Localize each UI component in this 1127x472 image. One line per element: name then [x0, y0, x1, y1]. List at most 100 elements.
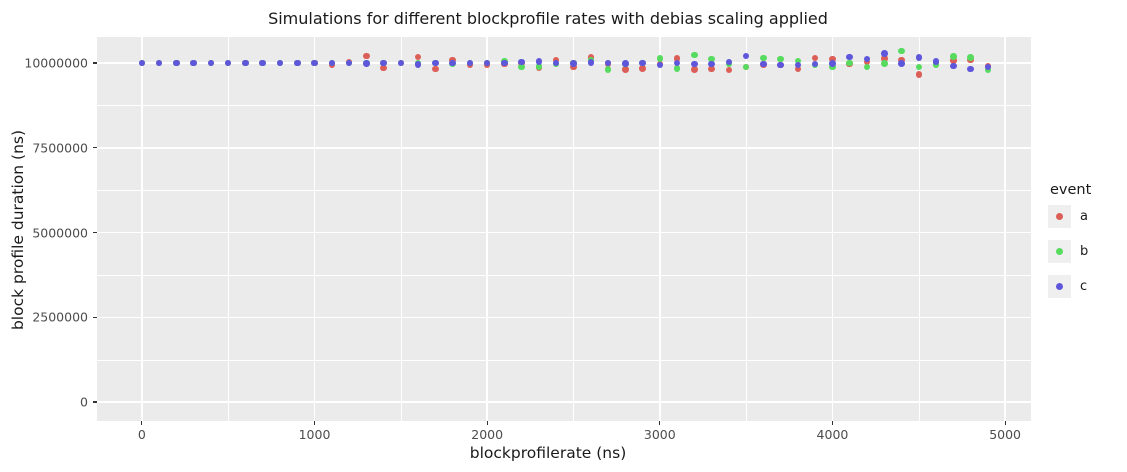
data-point-b	[535, 63, 543, 70]
y-tick-mark	[93, 401, 97, 403]
data-point-c	[725, 58, 733, 66]
data-point-c	[984, 63, 992, 71]
data-point-c	[811, 60, 819, 68]
legend-entry-b: b	[1048, 240, 1126, 263]
data-point-c	[898, 60, 905, 67]
x-tick-mark	[141, 421, 143, 425]
x-tick-label: 1000	[298, 427, 331, 442]
data-point-a	[811, 54, 819, 62]
major-gridline-x	[141, 37, 143, 421]
data-point-c	[466, 59, 474, 67]
x-tick-mark	[1004, 421, 1006, 425]
major-gridline-x	[486, 37, 488, 421]
minor-gridline-y	[97, 190, 1031, 191]
data-point-a	[380, 64, 387, 72]
data-point-a	[622, 66, 629, 73]
data-point-c	[552, 59, 560, 67]
data-point-c	[294, 59, 301, 67]
minor-gridline-y	[97, 105, 1031, 107]
data-point-b	[691, 51, 698, 59]
data-point-c	[915, 54, 923, 61]
major-gridline-y	[97, 316, 1031, 319]
minor-gridline-x	[228, 37, 229, 421]
data-point-b	[794, 57, 802, 65]
data-point-c	[691, 60, 698, 68]
data-point-b	[760, 54, 767, 62]
data-point-c	[432, 59, 439, 67]
data-point-a	[863, 58, 871, 66]
data-point-c	[380, 59, 387, 67]
data-point-c	[777, 61, 784, 69]
data-point-c	[483, 59, 491, 66]
data-point-c	[345, 59, 353, 67]
data-point-a	[829, 55, 836, 63]
legend-dot-icon	[1056, 283, 1063, 290]
data-point-b	[829, 63, 836, 71]
data-point-c	[639, 59, 646, 66]
data-point-a	[950, 57, 957, 64]
legend-dot-icon	[1056, 248, 1063, 255]
minor-gridline-y	[97, 274, 1031, 276]
data-point-c	[328, 59, 336, 67]
data-point-a	[639, 65, 646, 72]
minor-gridline-x	[746, 37, 747, 421]
data-point-c	[881, 50, 888, 57]
data-point-a	[898, 56, 905, 64]
data-point-a	[414, 53, 422, 61]
data-point-c	[622, 60, 629, 67]
data-point-c	[190, 59, 197, 67]
y-tick-label: 2500000	[32, 309, 88, 325]
data-point-a	[794, 65, 802, 73]
data-point-c	[932, 58, 940, 65]
legend-entry-label: c	[1080, 279, 1088, 294]
legend-entry-c: c	[1048, 275, 1126, 298]
major-gridline-y	[97, 62, 1031, 64]
data-point-b	[656, 55, 664, 62]
plot-panel	[97, 37, 1031, 421]
data-point-c	[518, 58, 525, 66]
minor-gridline-x	[918, 37, 920, 421]
data-point-c	[173, 59, 180, 67]
data-point-a	[363, 52, 370, 60]
data-point-c	[276, 59, 284, 67]
major-gridline-y	[97, 231, 1031, 234]
data-point-b	[915, 63, 923, 71]
data-point-a	[915, 71, 923, 78]
minor-gridline-y	[97, 359, 1031, 361]
data-point-b	[673, 65, 681, 72]
data-point-c	[829, 60, 836, 67]
legend-entry-label: b	[1080, 244, 1089, 259]
data-point-c	[760, 60, 767, 68]
y-tick-label: 7500000	[32, 140, 88, 156]
data-point-a	[691, 66, 698, 73]
x-tick-mark	[659, 421, 661, 425]
data-point-b	[967, 54, 974, 61]
legend-key	[1048, 205, 1071, 228]
y-tick-label: 10000000	[24, 55, 88, 71]
x-tick-label: 5000	[989, 427, 1021, 442]
x-axis-title: blockprofilerate (ns)	[469, 444, 627, 462]
data-point-c	[846, 53, 853, 61]
legend-title: event	[1050, 182, 1092, 198]
data-point-b	[898, 47, 905, 55]
data-point-c	[397, 59, 405, 67]
data-point-c	[501, 59, 508, 67]
x-tick-mark	[831, 421, 834, 425]
data-point-c	[311, 59, 318, 67]
legend-key	[1048, 275, 1071, 298]
data-point-c	[673, 59, 681, 66]
y-tick-mark	[93, 231, 97, 234]
data-point-c	[449, 59, 456, 67]
x-tick-label: 4000	[816, 427, 849, 442]
data-point-b	[518, 63, 525, 71]
data-point-b	[881, 60, 888, 67]
data-point-c	[708, 60, 715, 68]
data-point-c	[950, 62, 957, 70]
data-point-c	[224, 59, 232, 67]
major-gridline-x	[831, 37, 834, 421]
major-gridline-y	[97, 401, 1031, 403]
y-tick-mark	[93, 62, 97, 64]
x-tick-label: 0	[137, 427, 146, 442]
data-point-a	[570, 63, 577, 71]
